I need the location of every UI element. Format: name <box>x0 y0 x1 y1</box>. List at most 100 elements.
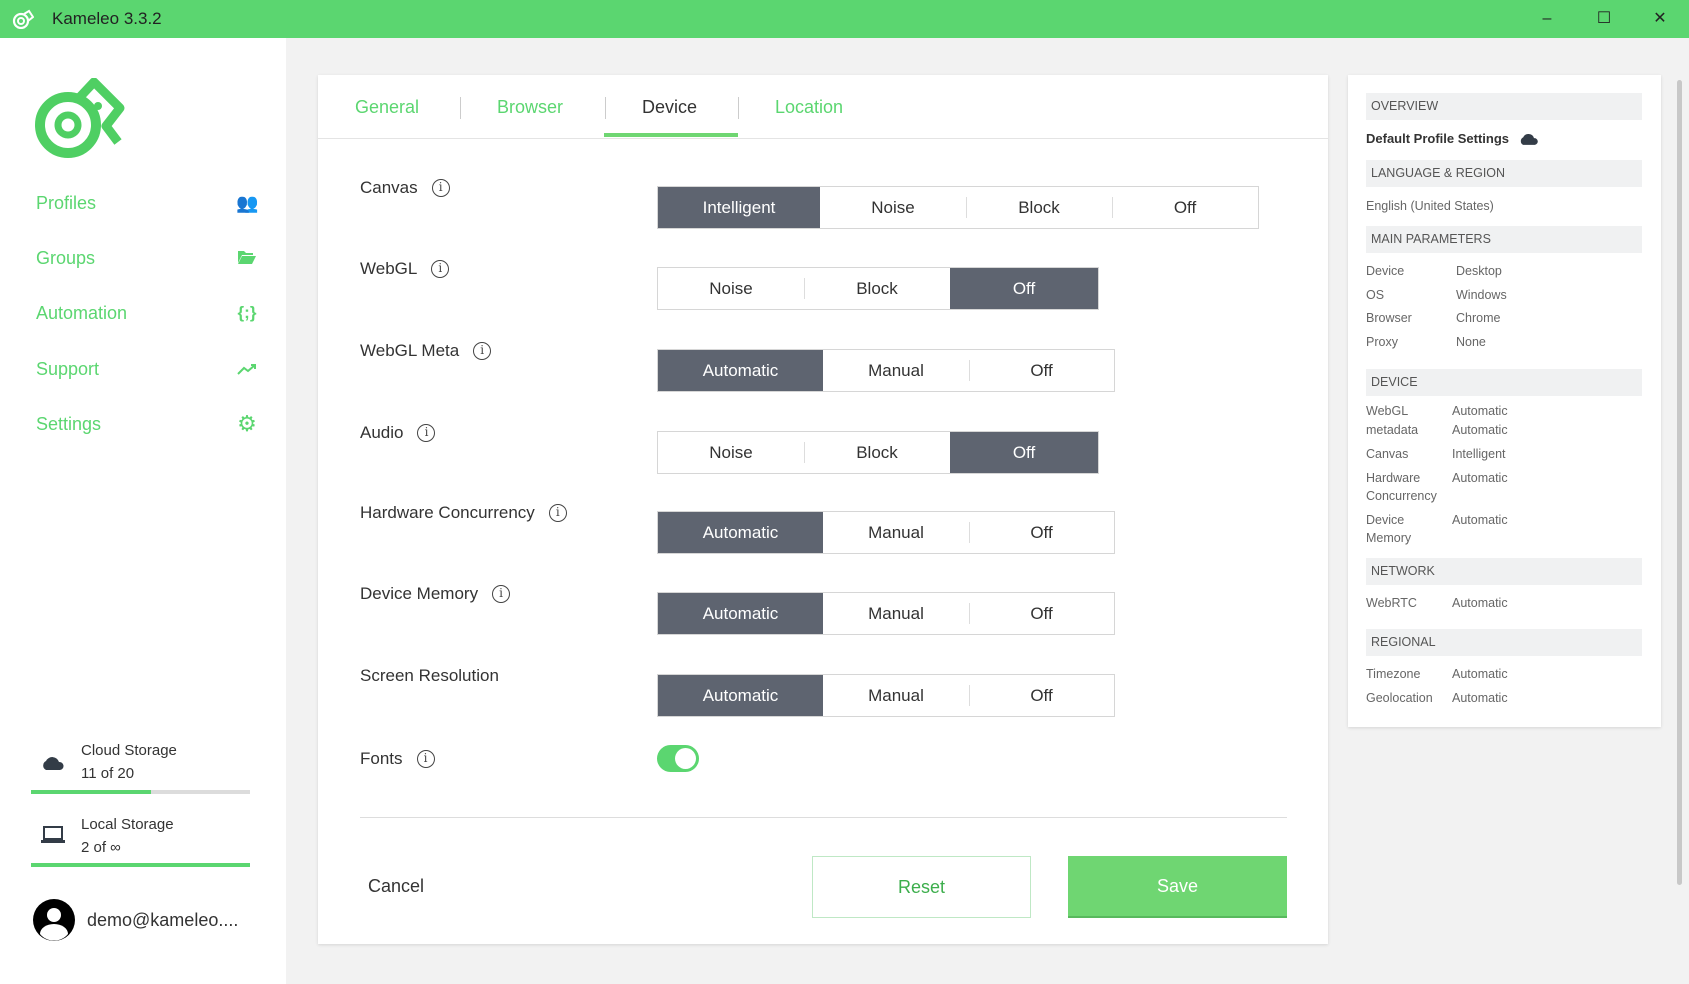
info-icon[interactable]: i <box>473 342 492 360</box>
overview-key: Browser <box>1366 311 1412 325</box>
users-icon: 👥 <box>236 192 259 213</box>
reset-button[interactable]: Reset <box>812 856 1031 918</box>
user-email[interactable]: demo@kameleo.... <box>87 910 239 930</box>
tab-location[interactable]: Location <box>775 97 844 117</box>
sidebar-item-support[interactable]: Support <box>36 349 258 389</box>
kameleo-logo <box>35 78 125 158</box>
option-off[interactable]: Off <box>950 268 1098 309</box>
overview-key: metadata <box>1366 423 1419 437</box>
nav-label: Groups <box>36 247 96 268</box>
overview-key: WebGL <box>1366 404 1409 418</box>
nav-label: Support <box>36 358 100 379</box>
local-storage-label: Local Storage <box>81 816 174 833</box>
info-icon[interactable]: i <box>431 179 450 197</box>
option-noise[interactable]: Noise <box>709 278 753 298</box>
network-header: NETWORK <box>1366 558 1642 585</box>
option-manual[interactable]: Manual <box>868 603 924 623</box>
language-value: English (United States) <box>1366 199 1494 213</box>
info-icon[interactable]: i <box>431 260 450 278</box>
segmented-control-device-memory: Automatic Manual Off <box>657 592 1115 635</box>
segmented-control-webgl: Noise Block Off <box>657 267 1099 310</box>
overview-value: Automatic <box>1452 596 1508 610</box>
option-manual[interactable]: Manual <box>868 685 924 705</box>
info-icon[interactable]: i <box>416 750 435 768</box>
save-button[interactable]: Save <box>1068 856 1287 918</box>
tab-general[interactable]: General <box>355 97 420 117</box>
overview-key: Canvas <box>1366 447 1409 461</box>
option-off[interactable]: Off <box>1112 187 1258 228</box>
setting-label: Audio i <box>360 423 436 443</box>
sidebar-item-settings[interactable]: Settings ⚙ <box>36 404 258 444</box>
fonts-toggle[interactable] <box>657 745 699 772</box>
profile-name-text: Default Profile Settings <box>1366 131 1510 146</box>
option-block[interactable]: Block <box>804 432 950 473</box>
overview-value: Automatic <box>1452 471 1508 485</box>
setting-label-text: Canvas <box>360 178 418 197</box>
info-icon[interactable]: i <box>548 504 567 522</box>
device-header: DEVICE <box>1366 369 1642 396</box>
sidebar-item-automation[interactable]: Automation {;} <box>36 293 258 333</box>
cancel-button[interactable]: Cancel <box>368 876 425 896</box>
option-automatic[interactable]: Automatic <box>658 512 823 553</box>
info-icon[interactable]: i <box>492 585 511 603</box>
tab-separator <box>460 97 461 119</box>
overview-value: Intelligent <box>1452 447 1506 461</box>
window-title: Kameleo 3.3.2 <box>52 9 162 28</box>
code-braces-icon: {;} <box>237 303 257 322</box>
option-block[interactable]: Block <box>966 187 1112 228</box>
cloud-icon <box>1520 133 1538 145</box>
overview-value: Automatic <box>1452 667 1508 681</box>
tab-browser[interactable]: Browser <box>497 97 564 117</box>
overview-value: Automatic <box>1452 423 1508 437</box>
overview-value: Chrome <box>1456 311 1501 325</box>
avatar[interactable] <box>32 898 76 942</box>
option-off[interactable]: Off <box>969 593 1114 634</box>
option-manual[interactable]: Manual <box>868 522 924 542</box>
tab-device[interactable]: Device <box>642 97 698 117</box>
close-button[interactable]: ✕ <box>1653 10 1667 27</box>
segmented-control-hardware-concurrency: Automatic Manual Off <box>657 511 1115 554</box>
option-noise[interactable]: Noise <box>871 197 915 217</box>
settings-card: General Browser Device Location Canvas i I… <box>318 75 1328 944</box>
info-icon[interactable]: i <box>417 424 436 442</box>
laptop-icon <box>41 826 65 843</box>
option-noise[interactable]: Noise <box>709 442 753 462</box>
active-tab-indicator <box>604 133 738 137</box>
overview-key: Hardware Concurrency <box>1366 471 1437 503</box>
overview-key: OS <box>1366 288 1385 302</box>
sidebar-item-profiles[interactable]: Profiles 👥 <box>36 183 258 223</box>
segmented-control-canvas: Intelligent Noise Block Off <box>657 186 1259 229</box>
option-automatic[interactable]: Automatic <box>658 350 823 391</box>
maximize-button[interactable]: ☐ <box>1596 10 1612 27</box>
overview-key: Geolocation <box>1366 691 1433 705</box>
tab-divider <box>318 138 1328 139</box>
setting-label-text: Audio <box>360 423 404 442</box>
fonts-label: Fonts i <box>360 749 435 769</box>
regional-header: REGIONAL <box>1366 629 1642 656</box>
minimize-button[interactable]: – <box>1542 10 1552 27</box>
option-automatic[interactable]: Automatic <box>658 675 823 716</box>
footer-divider <box>360 817 1287 818</box>
overview-value: Automatic <box>1452 404 1508 418</box>
option-off[interactable]: Off <box>969 675 1114 716</box>
setting-label-text: Device Memory <box>360 584 479 603</box>
setting-label: Device Memory i <box>360 584 511 604</box>
option-automatic[interactable]: Automatic <box>658 593 823 634</box>
profile-name: Default Profile Settings <box>1366 131 1539 146</box>
option-block[interactable]: Block <box>804 268 950 309</box>
option-manual[interactable]: Manual <box>868 360 924 380</box>
option-off[interactable]: Off <box>950 432 1098 473</box>
segmented-control-screen-resolution: Automatic Manual Off <box>657 674 1115 717</box>
sidebar-item-groups[interactable]: Groups <box>36 238 258 278</box>
setting-label-text: Screen Resolution <box>360 666 499 685</box>
option-intelligent[interactable]: Intelligent <box>658 187 820 228</box>
option-off[interactable]: Off <box>969 350 1114 391</box>
scrollbar[interactable] <box>1677 80 1682 885</box>
setting-label: Canvas i <box>360 178 450 198</box>
option-off[interactable]: Off <box>969 512 1114 553</box>
local-storage-progress <box>31 863 250 867</box>
local-storage-value: 2 of ∞ <box>81 839 121 856</box>
folder-open-icon <box>236 248 258 269</box>
overview-value: Automatic <box>1452 691 1508 705</box>
tab-separator <box>605 97 606 119</box>
